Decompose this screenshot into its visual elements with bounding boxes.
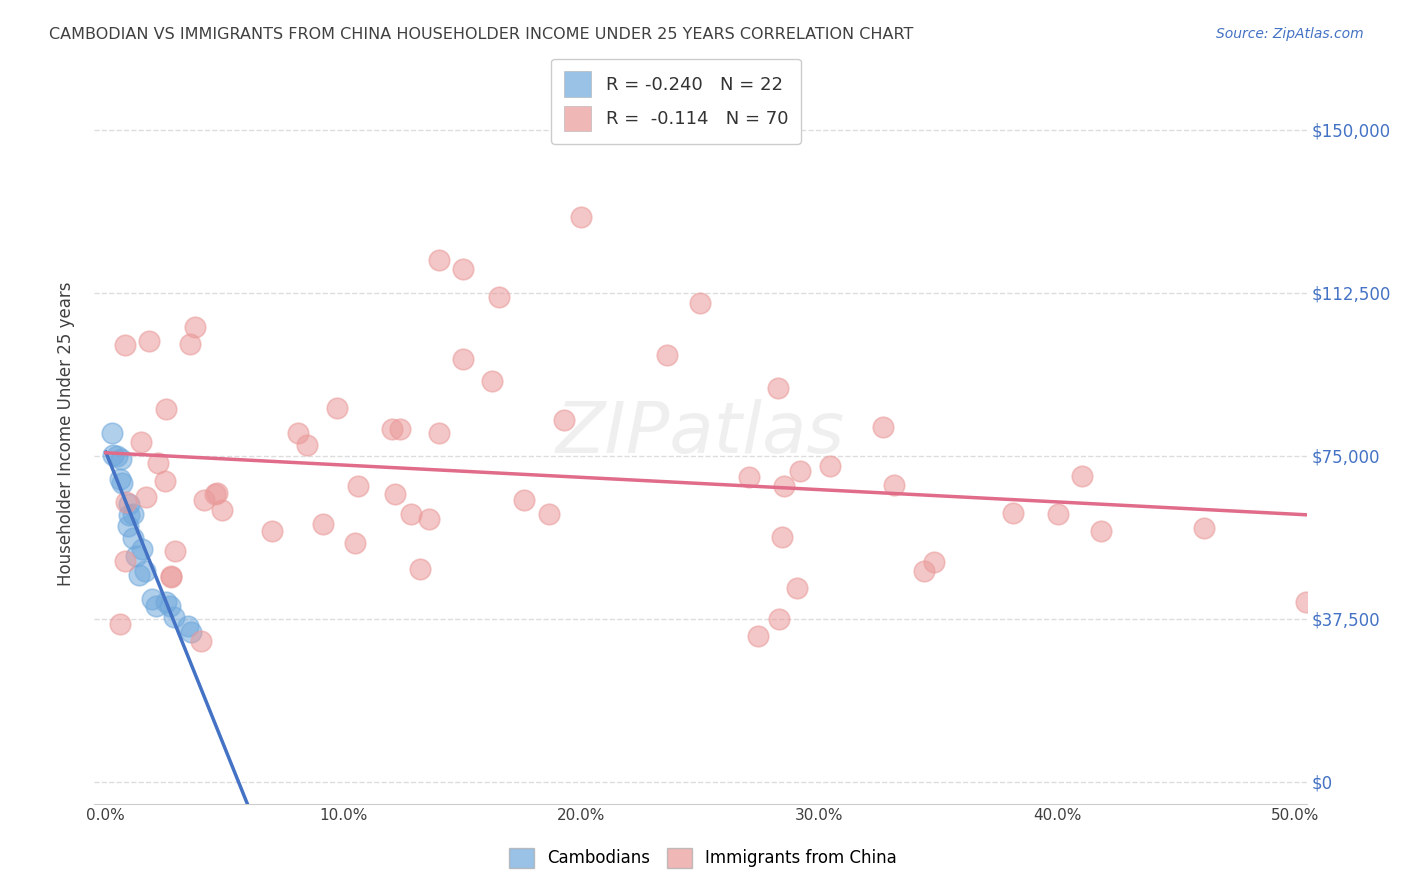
Text: CAMBODIAN VS IMMIGRANTS FROM CHINA HOUSEHOLDER INCOME UNDER 25 YEARS CORRELATION: CAMBODIAN VS IMMIGRANTS FROM CHINA HOUSE… xyxy=(49,27,914,42)
Point xyxy=(190,633,212,648)
Point xyxy=(108,472,131,486)
Point xyxy=(1376,392,1399,406)
Legend: Cambodians, Immigrants from China: Cambodians, Immigrants from China xyxy=(502,841,904,875)
Point xyxy=(129,435,152,450)
Point xyxy=(786,581,808,595)
Point xyxy=(184,319,207,334)
Point xyxy=(114,338,136,352)
Point xyxy=(657,348,679,362)
Point xyxy=(211,502,233,516)
Point xyxy=(117,497,139,511)
Point xyxy=(381,422,404,436)
Text: ZIPatlas: ZIPatlas xyxy=(555,400,845,468)
Point xyxy=(101,448,124,462)
Point xyxy=(427,426,450,441)
Point xyxy=(128,568,150,582)
Point xyxy=(872,419,894,434)
Point xyxy=(160,570,183,584)
Point xyxy=(134,564,156,578)
Point xyxy=(114,554,136,568)
Point xyxy=(135,491,157,505)
Point xyxy=(384,487,406,501)
Point xyxy=(1046,507,1069,521)
Point xyxy=(155,595,177,609)
Point xyxy=(401,508,423,522)
Point xyxy=(537,507,560,521)
Point xyxy=(427,252,450,267)
Point xyxy=(115,495,138,509)
Point xyxy=(155,401,177,416)
Point xyxy=(287,426,309,441)
Point xyxy=(738,470,761,484)
Point xyxy=(312,516,335,531)
Point xyxy=(110,617,132,632)
Point xyxy=(481,374,503,388)
Point xyxy=(773,479,796,493)
Point xyxy=(344,536,367,550)
Point xyxy=(922,555,945,569)
Legend: R = -0.240   N = 22, R =  -0.114   N = 70: R = -0.240 N = 22, R = -0.114 N = 70 xyxy=(551,59,801,144)
Point xyxy=(138,334,160,348)
Point xyxy=(105,449,128,463)
Point xyxy=(1384,582,1406,596)
Point xyxy=(747,629,769,643)
Point xyxy=(770,530,793,544)
Point xyxy=(179,337,201,351)
Point xyxy=(117,519,139,533)
Point xyxy=(160,568,183,582)
Point xyxy=(111,475,134,490)
Point xyxy=(145,599,167,614)
Point xyxy=(1001,506,1024,520)
Point xyxy=(207,485,229,500)
Text: Source: ZipAtlas.com: Source: ZipAtlas.com xyxy=(1216,27,1364,41)
Point xyxy=(1295,595,1317,609)
Point xyxy=(883,478,905,492)
Point xyxy=(177,619,200,633)
Point xyxy=(512,493,534,508)
Point xyxy=(141,591,163,606)
Y-axis label: Householder Income Under 25 years: Householder Income Under 25 years xyxy=(58,282,75,586)
Point xyxy=(1327,547,1350,561)
Point xyxy=(766,381,789,395)
Point xyxy=(571,210,593,224)
Point xyxy=(451,261,474,276)
Point xyxy=(818,458,841,473)
Point xyxy=(110,452,132,467)
Point xyxy=(488,290,510,304)
Point xyxy=(409,562,432,576)
Point xyxy=(295,438,318,452)
Point xyxy=(204,487,226,501)
Point xyxy=(122,532,145,546)
Point xyxy=(1071,468,1094,483)
Point xyxy=(122,507,145,521)
Point xyxy=(388,422,411,436)
Point xyxy=(1090,524,1112,538)
Point xyxy=(912,564,935,578)
Point xyxy=(553,413,575,427)
Point xyxy=(346,479,368,493)
Point xyxy=(689,296,711,310)
Point xyxy=(789,464,811,478)
Point xyxy=(148,456,170,470)
Point xyxy=(118,508,141,522)
Point xyxy=(453,351,475,366)
Point xyxy=(163,610,186,624)
Point xyxy=(100,426,122,441)
Point xyxy=(131,541,153,556)
Point xyxy=(180,625,202,640)
Point xyxy=(165,543,187,558)
Point xyxy=(325,401,347,415)
Point xyxy=(768,612,790,626)
Point xyxy=(193,492,215,507)
Point xyxy=(1371,617,1393,632)
Point xyxy=(1192,521,1215,535)
Point xyxy=(262,524,284,538)
Point xyxy=(418,512,440,526)
Point xyxy=(153,474,176,488)
Point xyxy=(159,599,181,613)
Point xyxy=(124,549,146,564)
